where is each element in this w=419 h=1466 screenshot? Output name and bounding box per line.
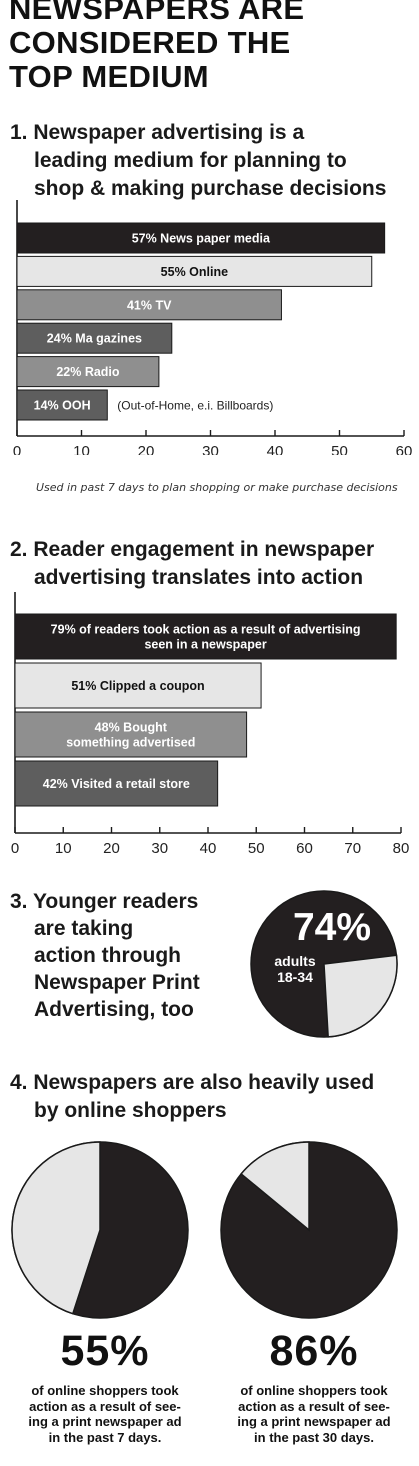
- bar-label: something advertised: [66, 736, 195, 750]
- bar-label: 24% Ma gazines: [47, 332, 142, 346]
- x-tick-label: 30: [151, 840, 168, 857]
- pie-2-percent: 86%: [269, 1327, 359, 1375]
- x-tick-label: 50: [248, 840, 265, 857]
- bar-label: 48% Bought: [95, 721, 168, 735]
- section-3-title-line: are taking: [34, 917, 134, 940]
- section-4-title: 4. Newspapers are also heavily used by o…: [10, 1069, 415, 1125]
- bar-label: 42% Visited a retail store: [43, 777, 190, 791]
- x-tick-label: 70: [344, 840, 361, 857]
- section-2-title: 2. Reader engagement in newspaper advert…: [10, 536, 415, 592]
- bar-label: 41% TV: [127, 298, 172, 312]
- bar-label: 55% Online: [161, 265, 228, 279]
- bar: [14, 662, 262, 709]
- bar: [16, 356, 160, 388]
- chart-1-caption: Used in past 7 days to plan shopping or …: [36, 481, 398, 494]
- bar: [16, 289, 282, 321]
- pie-1-percent: 55%: [60, 1327, 150, 1375]
- online-shoppers-30-days-pie: [220, 1141, 398, 1319]
- section-1-title-line: shop & making purchase decisions: [34, 177, 387, 200]
- bar-label: 79% of readers took action as a result o…: [51, 623, 361, 637]
- main-title-line: TOP MEDIUM: [9, 59, 209, 94]
- section-2-title-line: advertising translates into action: [34, 566, 364, 589]
- section-3-title-line: 3. Younger readers: [10, 890, 199, 913]
- x-tick-label: 40: [200, 840, 217, 857]
- x-tick-label: 60: [396, 443, 413, 455]
- x-tick-label: 20: [103, 840, 120, 857]
- pie-2-description-line: in the past 30 days.: [254, 1429, 374, 1445]
- bar: [16, 389, 108, 421]
- section-2-title-line: 2. Reader engagement in newspaper: [10, 538, 375, 561]
- bar: [16, 322, 173, 354]
- main-title-line: CONSIDERED THE: [9, 25, 291, 60]
- x-tick-label: 80: [393, 840, 410, 857]
- pie-slice-light: [323, 954, 398, 1038]
- x-tick-label: 20: [138, 443, 155, 455]
- pie-1-description: of online shoppers took action as a resu…: [5, 1383, 205, 1445]
- section-3-title-line: Advertising, too: [34, 998, 194, 1021]
- pie-slice-light: [11, 1141, 101, 1315]
- main-title: NEWSPAPERS ARE CONSIDERED THE TOP MEDIUM: [9, 0, 414, 94]
- pie-2-description-line: action as a result of see-: [238, 1398, 390, 1414]
- bar-label: 51% Clipped a coupon: [71, 679, 204, 693]
- section-4-title-line: 4. Newspapers are also heavily used: [10, 1071, 375, 1094]
- bar: [16, 222, 386, 254]
- online-shoppers-7-days-pie: [11, 1141, 189, 1319]
- pie-1-description-line: of online shoppers took: [31, 1383, 179, 1398]
- x-tick-label: 50: [331, 443, 348, 455]
- media-usage-bar-chart: 57% News paper media 55% Online 41% TV 24% …: [13, 200, 413, 455]
- section-3-title-line: action through: [34, 944, 181, 967]
- pie-1-description-line: action as a result of see-: [29, 1398, 181, 1414]
- x-tick-label: 0: [11, 840, 19, 857]
- section-1-title: 1. Newspaper advertising is a leading me…: [10, 119, 415, 203]
- pie-value-label: 74%: [293, 906, 371, 949]
- main-title-line: NEWSPAPERS ARE: [9, 0, 305, 26]
- x-tick-label: 0: [13, 443, 21, 455]
- bar: [14, 711, 248, 758]
- x-tick-label: 30: [202, 443, 219, 455]
- bar: [14, 613, 397, 660]
- x-tick-label: 10: [55, 840, 72, 857]
- pie-sublabel: 18-34: [277, 969, 313, 985]
- bar-label: 57% News paper media: [132, 232, 271, 246]
- x-tick-label: 10: [73, 443, 90, 455]
- bar-label: seen in a newspaper: [144, 638, 266, 652]
- section-3-title: 3. Younger readers are taking action thr…: [10, 888, 230, 1023]
- pie-2-description-line: of online shoppers took: [240, 1383, 388, 1398]
- pie-1-description-line: in the past 7 days.: [48, 1429, 162, 1445]
- pie-2-description: of online shoppers took action as a resu…: [214, 1383, 414, 1445]
- section-4-title-line: by online shoppers: [34, 1099, 227, 1122]
- pie-1-description-line: ing a print newspaper ad: [28, 1414, 182, 1429]
- bar-label: 22% Radio: [56, 365, 120, 379]
- bar-note: (Out-of-Home, e.i. Billboards): [117, 399, 273, 413]
- bar: [16, 255, 373, 287]
- bar-label: 14% OOH: [34, 399, 91, 413]
- reader-action-bar-chart: 79% of readers took action as a result o…: [11, 592, 410, 857]
- section-1-title-line: 1. Newspaper advertising is a: [10, 121, 305, 144]
- pie-slice-light: [240, 1141, 310, 1232]
- x-tick-label: 60: [296, 840, 313, 857]
- pie-sublabel: adults: [274, 953, 315, 969]
- section-1-title-line: leading medium for planning to: [34, 149, 347, 172]
- section-3-title-line: Newspaper Print: [34, 971, 200, 994]
- bar: [14, 760, 219, 807]
- x-tick-label: 40: [267, 443, 284, 455]
- pie-2-description-line: ing a print newspaper ad: [237, 1414, 391, 1429]
